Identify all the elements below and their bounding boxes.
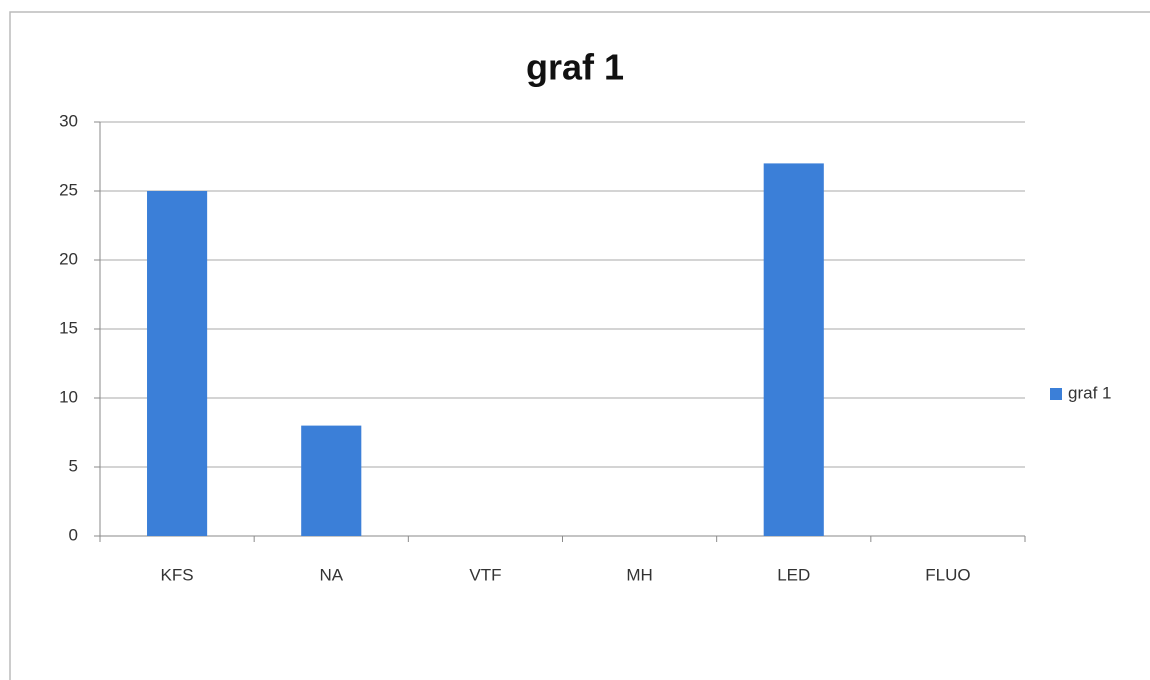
y-tick-label: 20 (59, 249, 78, 268)
y-tick-label: 15 (59, 318, 78, 337)
bar (147, 191, 208, 536)
x-tick-label: NA (319, 565, 343, 584)
x-tick-label: KFS (161, 565, 194, 584)
legend-label: graf 1 (1068, 383, 1111, 402)
y-tick-label: 10 (59, 387, 78, 406)
bar (301, 425, 362, 536)
legend-swatch (1050, 388, 1062, 400)
x-tick-label: LED (777, 565, 810, 584)
y-tick-label: 30 (59, 111, 78, 130)
y-tick-label: 25 (59, 180, 78, 199)
x-tick-label: MH (626, 565, 652, 584)
chart-title: graf 1 (526, 47, 624, 88)
chart-frame (9, 11, 1150, 680)
x-tick-label: FLUO (925, 565, 970, 584)
y-tick-label: 5 (69, 456, 78, 475)
bar (763, 163, 824, 536)
x-tick-label: VTF (469, 565, 501, 584)
y-tick-label: 0 (69, 525, 78, 544)
